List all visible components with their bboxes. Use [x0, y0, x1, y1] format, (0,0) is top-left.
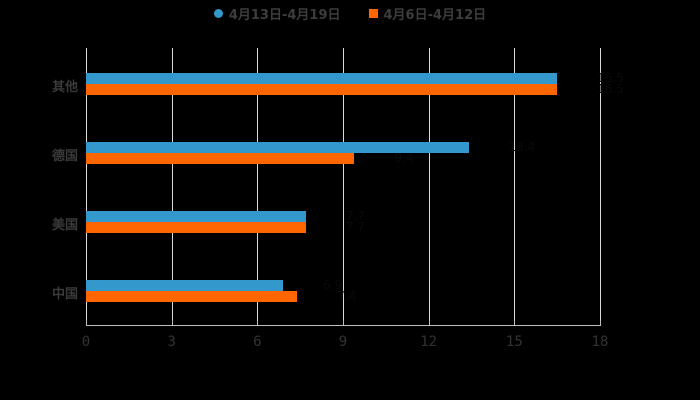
- bar-series-2[interactable]: [86, 153, 355, 164]
- gridline: [171, 48, 173, 325]
- data-label: 13.4: [508, 140, 536, 154]
- legend-label: 4月6日-4月12日: [383, 8, 487, 23]
- legend-square-icon: [368, 9, 378, 18]
- x-tick: [257, 320, 259, 326]
- gridline: [343, 48, 344, 325]
- legend-circle-icon: [213, 9, 223, 18]
- x-tick-label: 12: [420, 334, 438, 350]
- gridline: [257, 48, 259, 325]
- x-tick: [428, 320, 430, 326]
- x-tick-label: 6: [253, 334, 262, 350]
- x-tick-label: 18: [591, 334, 609, 350]
- x-tick-label: 0: [81, 334, 91, 350]
- legend-item-series-2[interactable]: 4月6日-4月12日: [368, 4, 487, 23]
- bar-series-1[interactable]: [86, 142, 469, 153]
- data-label: 16.5: [597, 82, 624, 96]
- chart-legend: 4月13日-4月19日 4月6日-4月12日: [0, 4, 700, 23]
- bar-series-2[interactable]: [86, 222, 306, 233]
- x-tick-label: 15: [505, 334, 523, 350]
- x-tick: [343, 320, 344, 326]
- bar-series-1[interactable]: [86, 73, 558, 84]
- x-tick: [514, 320, 516, 326]
- data-label: 16.5: [597, 71, 624, 85]
- bar-series-2[interactable]: [86, 291, 298, 302]
- data-label: 7.7: [345, 209, 365, 223]
- category-label: 其他: [51, 80, 78, 95]
- gridline: [514, 48, 516, 325]
- data-label: 6.9: [323, 278, 343, 292]
- gridline: [428, 48, 430, 325]
- legend-label: 4月13日-4月19日: [228, 8, 341, 23]
- category-label: 中国: [51, 287, 78, 302]
- x-tick: [86, 320, 87, 326]
- x-tick: [171, 320, 173, 326]
- x-tick-label: 3: [167, 334, 176, 350]
- category-label: 美国: [51, 218, 78, 233]
- gridline: [600, 48, 601, 325]
- bar-series-2[interactable]: [86, 84, 558, 95]
- data-label: 7.7: [345, 220, 365, 234]
- legend-item-series-1[interactable]: 4月13日-4月19日: [213, 4, 341, 23]
- bar-series-1[interactable]: [86, 211, 306, 222]
- data-label: 7.4: [337, 289, 357, 303]
- x-tick-label: 9: [338, 334, 348, 350]
- data-label: 9.4: [394, 151, 414, 165]
- gridline: [86, 48, 87, 325]
- x-tick: [600, 320, 601, 326]
- category-label: 德国: [51, 149, 78, 164]
- bar-series-1[interactable]: [86, 280, 284, 291]
- x-axis: [86, 325, 601, 326]
